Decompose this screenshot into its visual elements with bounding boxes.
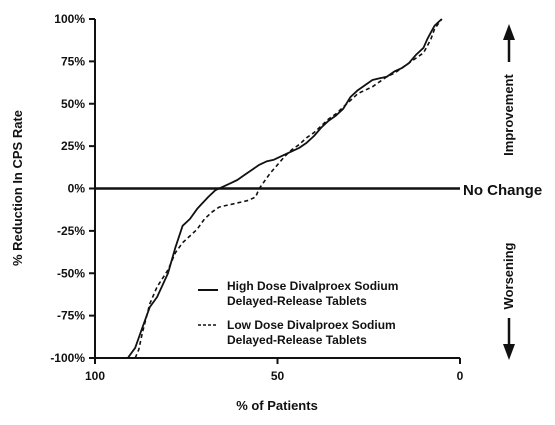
y-tick-label: 25% — [61, 139, 85, 153]
worsening-annotation: Worsening — [501, 242, 516, 360]
no-change-label: No Change — [463, 182, 542, 199]
y-tick-label: -50% — [57, 266, 85, 280]
x-tick-group: 100 50 0 — [85, 358, 464, 383]
y-axis-title: % Reduction In CPS Rate — [10, 110, 25, 266]
y-tick-label: -100% — [50, 351, 85, 365]
y-tick-label: 0% — [68, 182, 86, 196]
x-axis-title: % of Patients — [236, 398, 318, 413]
low-dose-series-line — [134, 18, 443, 359]
x-tick-label: 0 — [457, 369, 464, 383]
y-tick-label: 100% — [54, 12, 85, 26]
y-tick-group: 100% 75% 50% 25% 0% -25% -50% -75% -100% — [50, 12, 95, 365]
worsening-label: Worsening — [501, 242, 516, 309]
y-tick-label: -25% — [57, 224, 85, 238]
improvement-annotation: Improvement — [501, 24, 516, 156]
series-layer — [127, 18, 443, 359]
legend-low-dose-line2: Delayed-Release Tablets — [227, 333, 367, 347]
high-dose-series-line — [127, 18, 443, 359]
legend: High Dose Divalproex Sodium Delayed-Rele… — [198, 279, 398, 347]
x-tick-label: 100 — [85, 369, 105, 383]
improvement-label: Improvement — [501, 74, 516, 156]
legend-high-dose-line2: Delayed-Release Tablets — [227, 294, 367, 308]
legend-low-dose-line1: Low Dose Divalproex Sodium — [227, 318, 396, 332]
y-tick-label: -75% — [57, 309, 85, 323]
up-arrow-icon — [503, 24, 515, 40]
legend-high-dose-line1: High Dose Divalproex Sodium — [227, 279, 398, 293]
x-tick-label: 50 — [271, 369, 285, 383]
down-arrow-icon — [503, 344, 515, 360]
y-tick-label: 50% — [61, 97, 85, 111]
y-tick-label: 75% — [61, 54, 85, 68]
